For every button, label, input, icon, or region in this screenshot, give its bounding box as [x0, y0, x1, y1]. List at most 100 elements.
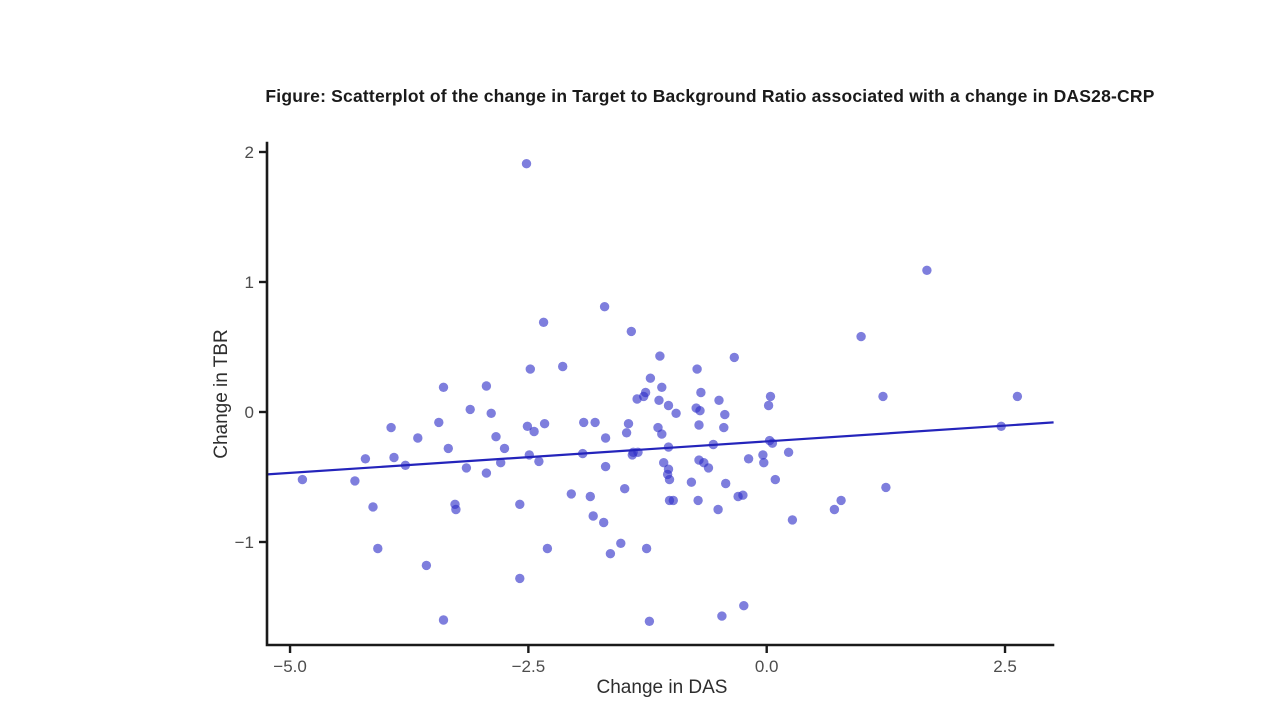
data-point: [297, 474, 308, 485]
data-point: [719, 422, 729, 433]
points-layer: [297, 159, 1023, 626]
data-point: [783, 447, 794, 457]
trend-line: [267, 421, 1054, 476]
data-point: [639, 391, 649, 402]
data-point: [620, 484, 630, 494]
x-tick-label: 0.0: [755, 657, 779, 676]
data-point: [695, 406, 705, 416]
data-point: [729, 352, 739, 363]
data-point: [763, 400, 774, 411]
data-point: [438, 615, 449, 625]
data-point: [721, 478, 731, 489]
data-point: [654, 395, 664, 405]
data-point: [585, 491, 595, 502]
data-point: [713, 504, 723, 515]
data-point: [465, 404, 475, 415]
data-point: [644, 616, 655, 626]
data-point: [542, 543, 553, 554]
data-point: [787, 515, 798, 525]
data-point: [616, 538, 626, 548]
data-point: [881, 482, 891, 493]
data-point: [481, 468, 492, 478]
data-point: [566, 489, 576, 499]
data-point: [515, 499, 525, 509]
data-point: [621, 428, 632, 438]
data-point: [539, 419, 550, 429]
data-point: [481, 381, 492, 391]
data-point: [496, 458, 506, 468]
data-point: [605, 549, 616, 559]
data-point: [499, 443, 510, 454]
data-point: [558, 361, 568, 372]
data-point: [659, 458, 669, 468]
figure-title: Figure: Scatterplot of the change in Tar…: [265, 86, 1155, 106]
data-point: [738, 490, 748, 500]
data-point: [599, 517, 609, 528]
y-tick-label: 1: [245, 273, 254, 292]
data-point: [717, 611, 727, 621]
data-point: [743, 454, 754, 464]
data-point: [413, 433, 423, 443]
data-point: [373, 543, 383, 554]
data-point: [693, 495, 703, 506]
data-point: [515, 573, 525, 584]
data-point: [525, 364, 535, 374]
data-point: [588, 511, 598, 521]
y-tick-label: 2: [245, 143, 254, 162]
data-point: [627, 450, 637, 460]
data-point: [360, 454, 371, 464]
data-point: [641, 543, 652, 554]
data-point: [856, 331, 866, 342]
x-tick-label: 2.5: [993, 657, 1017, 676]
axis-lines: [265, 141, 1055, 647]
data-point: [600, 461, 611, 472]
data-point: [720, 409, 730, 420]
data-point: [368, 502, 378, 512]
data-point: [599, 302, 610, 312]
data-point: [623, 419, 634, 429]
data-point: [421, 560, 432, 571]
data-point: [671, 408, 681, 418]
trend-layer: [267, 421, 1054, 476]
data-point: [758, 450, 768, 460]
data-point: [686, 477, 697, 487]
data-point: [434, 417, 444, 428]
x-tick-label: −2.5: [512, 657, 546, 676]
data-point: [696, 387, 706, 398]
data-point: [878, 391, 888, 402]
data-point: [534, 456, 544, 467]
y-axis-title: Change in TBR: [211, 329, 232, 459]
data-point: [389, 452, 399, 463]
y-tick-label: 0: [245, 403, 254, 422]
data-point: [829, 504, 840, 515]
data-point: [922, 265, 932, 275]
data-point: [350, 476, 360, 486]
data-point: [521, 159, 532, 169]
data-point: [522, 421, 533, 431]
data-point: [694, 420, 704, 430]
data-point: [664, 474, 675, 485]
data-point: [759, 458, 769, 468]
data-point: [657, 382, 667, 392]
data-point: [668, 495, 678, 506]
data-point: [529, 426, 539, 437]
data-point: [703, 463, 714, 473]
data-point: [491, 432, 501, 442]
data-point: [836, 495, 846, 506]
data-point: [626, 326, 636, 337]
data-point: [451, 504, 461, 515]
data-point: [645, 373, 656, 383]
data-point: [486, 408, 496, 418]
data-point: [765, 391, 776, 402]
data-point: [692, 364, 702, 374]
x-tick-label: −5.0: [273, 657, 307, 676]
data-point: [461, 463, 472, 473]
data-point: [655, 351, 665, 361]
data-point: [386, 422, 396, 433]
data-point: [443, 443, 453, 454]
data-point: [1012, 391, 1023, 402]
y-tick-label: −1: [235, 533, 254, 552]
data-point: [770, 474, 780, 485]
